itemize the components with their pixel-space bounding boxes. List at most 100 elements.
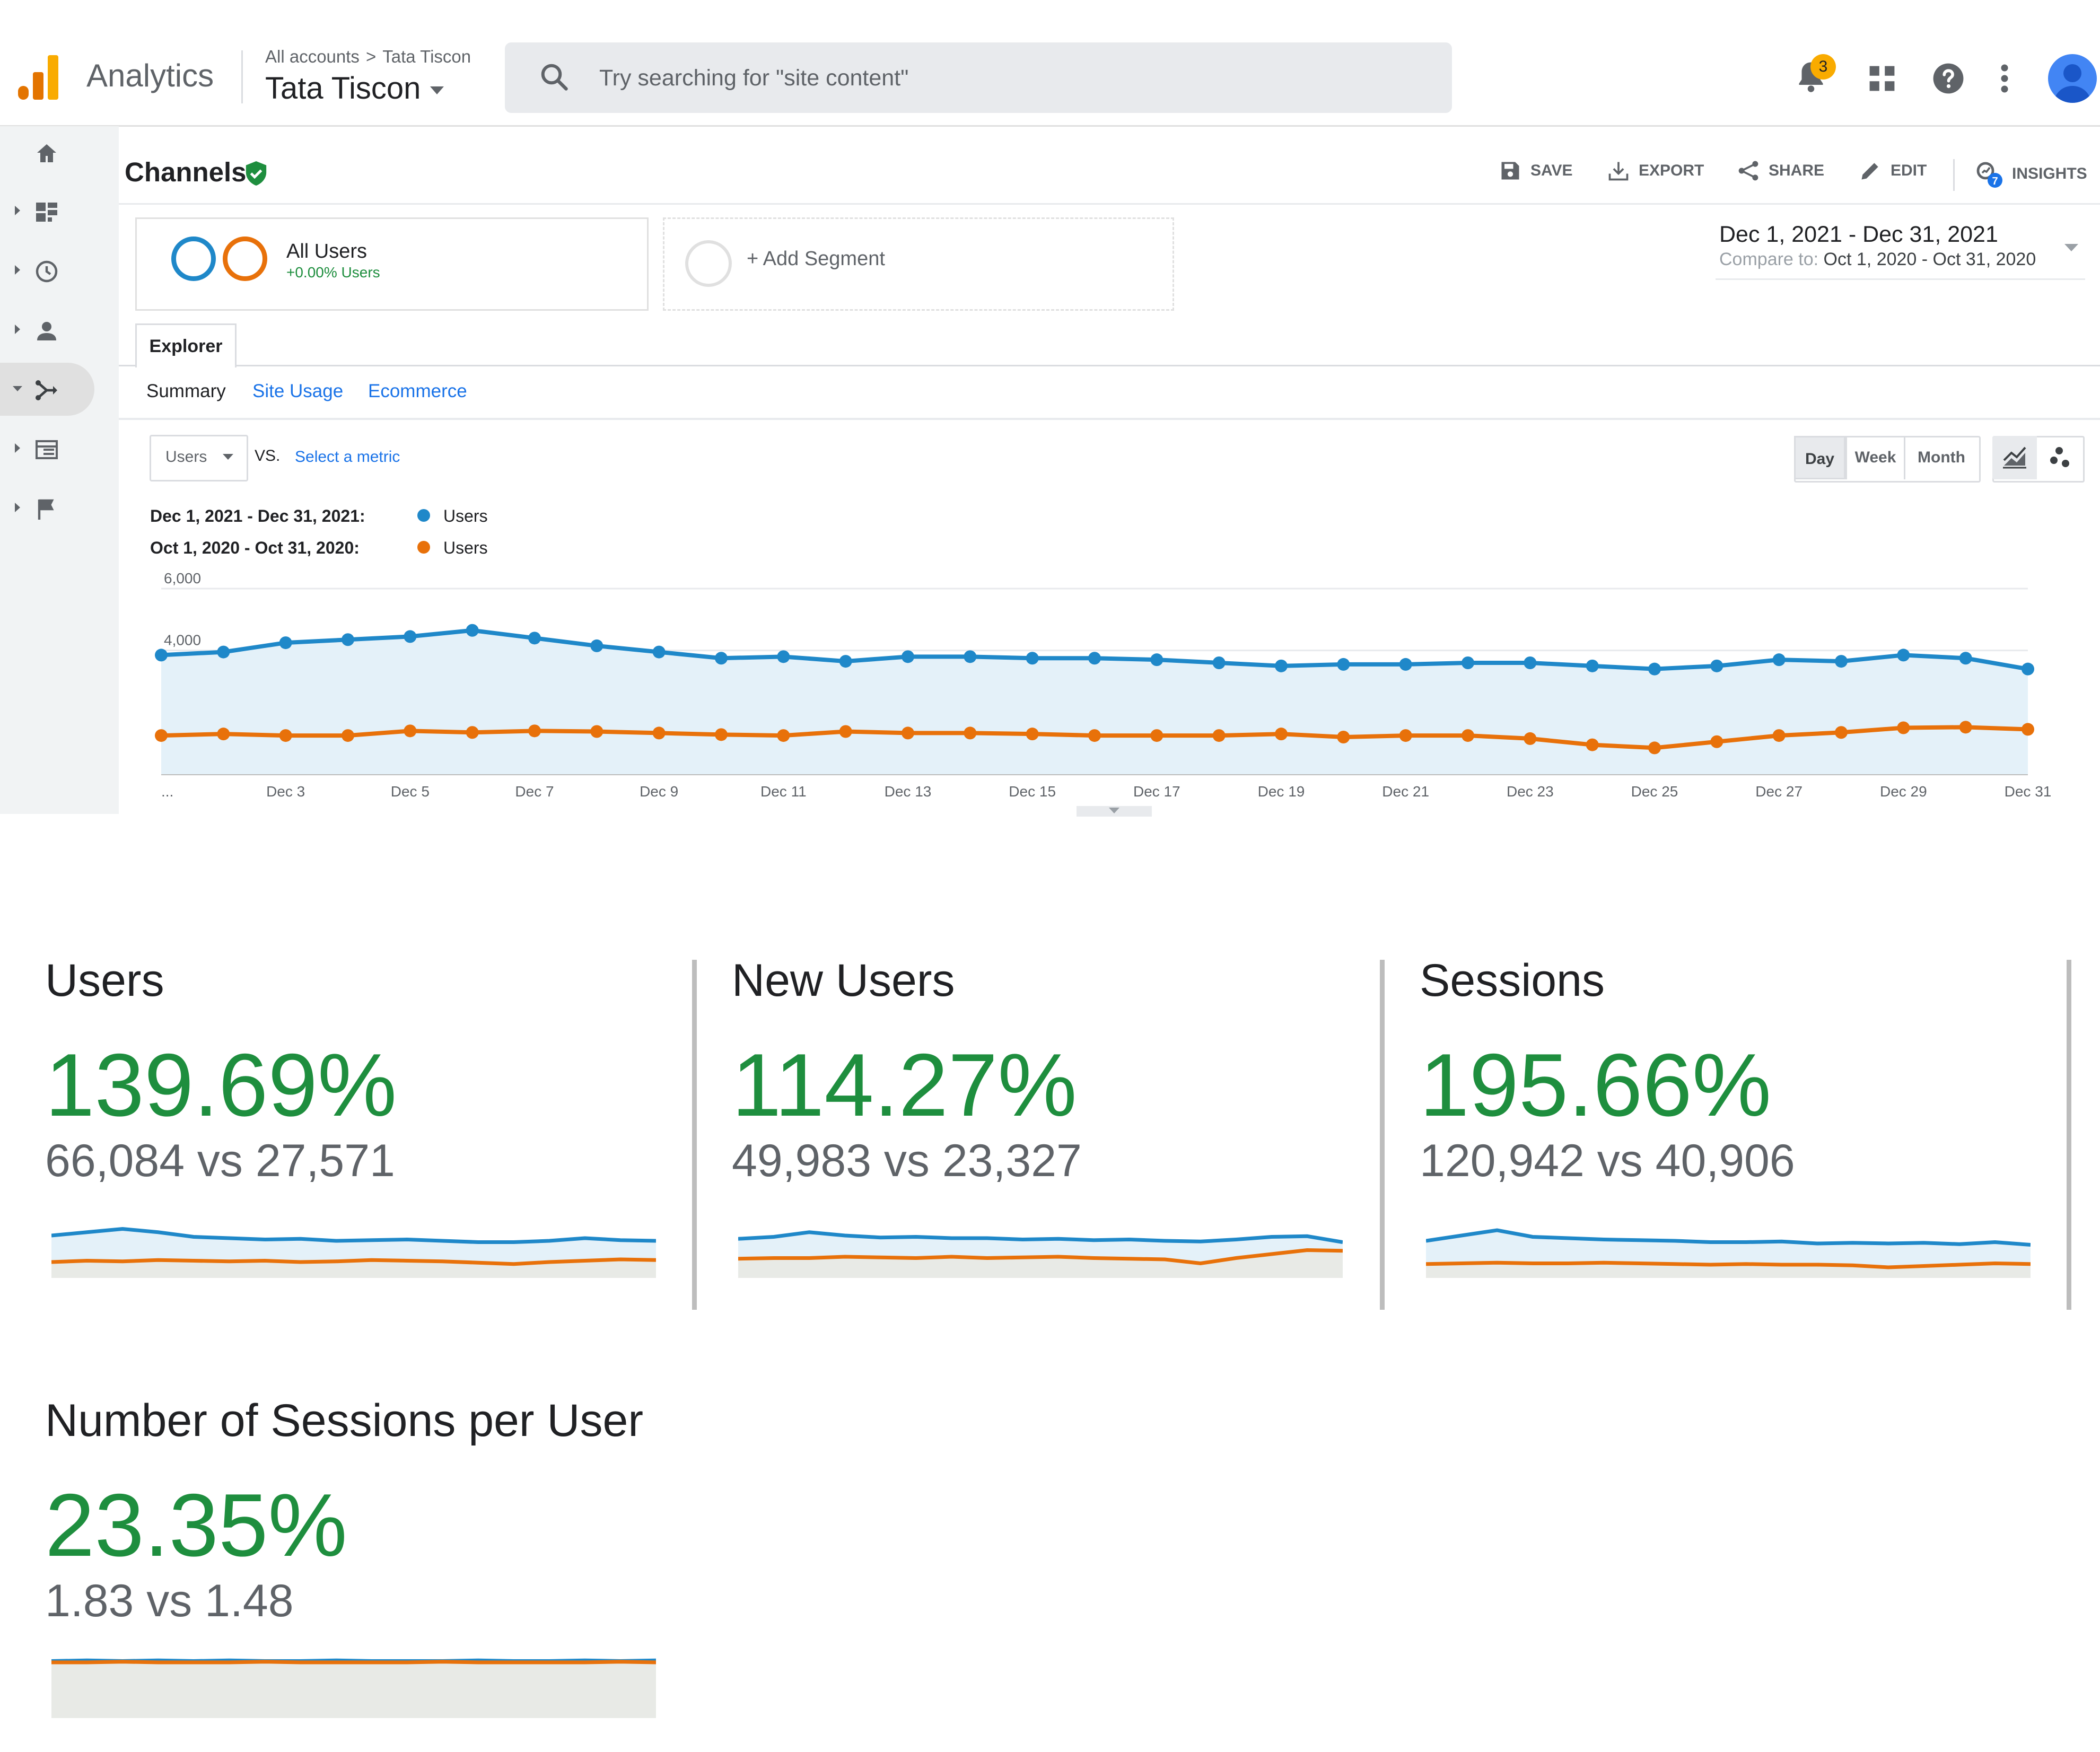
data-point[interactable]: [1586, 738, 1599, 751]
data-point[interactable]: [1772, 653, 1786, 667]
subtab-ecommerce[interactable]: Ecommerce: [368, 381, 467, 401]
data-point[interactable]: [1275, 659, 1288, 672]
data-point[interactable]: [902, 726, 914, 740]
data-point[interactable]: [217, 645, 230, 659]
data-point[interactable]: [1897, 721, 1910, 734]
data-point[interactable]: [1150, 653, 1163, 667]
search-icon[interactable]: [538, 61, 570, 93]
edit-button[interactable]: EDIT: [1859, 159, 1927, 189]
data-point[interactable]: [1897, 649, 1910, 662]
date-range-picker[interactable]: Dec 1, 2021 - Dec 31, 2021: [1719, 222, 1998, 247]
data-point[interactable]: [652, 726, 666, 740]
nav-behavior[interactable]: [0, 422, 119, 475]
nav-conversions[interactable]: [0, 481, 119, 535]
nav-home[interactable]: [0, 126, 119, 179]
data-point[interactable]: [839, 725, 852, 738]
data-point[interactable]: [590, 639, 603, 652]
data-point[interactable]: [1772, 729, 1786, 742]
week-button[interactable]: Week: [1845, 436, 1904, 479]
data-point[interactable]: [964, 650, 977, 663]
data-point[interactable]: [1835, 655, 1848, 668]
data-point[interactable]: [590, 725, 603, 738]
data-point[interactable]: [715, 652, 728, 665]
data-point[interactable]: [1088, 652, 1101, 665]
help-icon[interactable]: [1932, 62, 1965, 95]
data-point[interactable]: [715, 728, 728, 741]
data-point[interactable]: [1462, 656, 1474, 669]
data-point[interactable]: [217, 728, 230, 741]
motion-chart-view-button[interactable]: [2037, 436, 2081, 479]
data-point[interactable]: [1212, 656, 1226, 669]
nav-audience[interactable]: [0, 303, 119, 356]
data-point[interactable]: [342, 633, 354, 646]
nav-realtime[interactable]: [0, 244, 119, 297]
data-point[interactable]: [1275, 728, 1288, 741]
subtab-site-usage[interactable]: Site Usage: [252, 381, 344, 401]
search-input[interactable]: [598, 63, 1396, 93]
data-point[interactable]: [1959, 721, 1972, 734]
data-point[interactable]: [1337, 658, 1350, 671]
segment-all-users[interactable]: [135, 217, 649, 311]
more-vert-icon[interactable]: [1999, 63, 2010, 94]
breadcrumb[interactable]: All accounts > Tata Tiscon: [265, 47, 471, 67]
data-point[interactable]: [1462, 729, 1474, 742]
data-point[interactable]: [964, 726, 977, 740]
save-button[interactable]: SAVE: [1499, 159, 1572, 189]
data-point[interactable]: [1959, 652, 1972, 665]
data-point[interactable]: [1399, 658, 1412, 671]
analytics-logo[interactable]: [18, 53, 60, 101]
data-point[interactable]: [528, 632, 541, 645]
data-point[interactable]: [528, 724, 541, 738]
data-point[interactable]: [1710, 735, 1723, 748]
date-dropdown-icon[interactable]: [2064, 244, 2078, 251]
data-point[interactable]: [1150, 729, 1163, 742]
data-point[interactable]: [839, 655, 852, 668]
data-point[interactable]: [279, 636, 292, 650]
property-selector[interactable]: Tata Tiscon: [265, 71, 444, 106]
data-point[interactable]: [404, 724, 417, 738]
apps-grid-icon[interactable]: [1868, 65, 1896, 92]
data-point[interactable]: [1835, 726, 1848, 739]
data-point[interactable]: [1648, 662, 1661, 676]
data-point[interactable]: [404, 630, 417, 643]
data-point[interactable]: [1648, 741, 1661, 755]
select-metric-link[interactable]: Select a metric: [295, 448, 400, 466]
tab-explorer[interactable]: Explorer: [135, 323, 237, 367]
data-point[interactable]: [1026, 728, 1039, 741]
data-point[interactable]: [1399, 729, 1412, 742]
data-point[interactable]: [1586, 659, 1599, 672]
data-point[interactable]: [1026, 652, 1039, 665]
data-point[interactable]: [1088, 729, 1101, 742]
data-point[interactable]: [1524, 656, 1537, 669]
export-button[interactable]: EXPORT: [1607, 159, 1704, 189]
data-point[interactable]: [466, 726, 479, 739]
data-point[interactable]: [902, 650, 914, 663]
data-point[interactable]: [777, 729, 790, 742]
data-point[interactable]: [1337, 731, 1350, 743]
subtab-summary[interactable]: Summary: [146, 381, 226, 401]
data-point[interactable]: [2022, 662, 2034, 676]
line-chart-view-button[interactable]: [1992, 436, 2037, 479]
nav-customization[interactable]: [0, 185, 119, 238]
data-point[interactable]: [2022, 723, 2034, 736]
insights-button[interactable]: 7 INSIGHTS: [1974, 159, 2087, 189]
data-point[interactable]: [1212, 729, 1226, 742]
breadcrumb-account[interactable]: Tata Tiscon: [382, 47, 471, 66]
data-point[interactable]: [279, 729, 292, 742]
day-button[interactable]: Day: [1794, 436, 1845, 479]
data-point[interactable]: [155, 729, 168, 742]
data-point[interactable]: [342, 729, 354, 742]
data-point[interactable]: [155, 649, 168, 662]
data-point[interactable]: [777, 650, 790, 663]
breadcrumb-root[interactable]: All accounts: [265, 47, 360, 66]
month-button[interactable]: Month: [1904, 436, 1978, 479]
nav-acquisition[interactable]: [0, 363, 94, 416]
data-point[interactable]: [1524, 732, 1537, 745]
scorecard-sparkline: [738, 1230, 1343, 1278]
avatar[interactable]: [2048, 54, 2097, 103]
data-point[interactable]: [652, 645, 666, 659]
data-point[interactable]: [1710, 659, 1723, 672]
add-segment-button[interactable]: [663, 217, 1174, 311]
data-point[interactable]: [466, 624, 479, 637]
share-button[interactable]: SHARE: [1737, 159, 1824, 189]
